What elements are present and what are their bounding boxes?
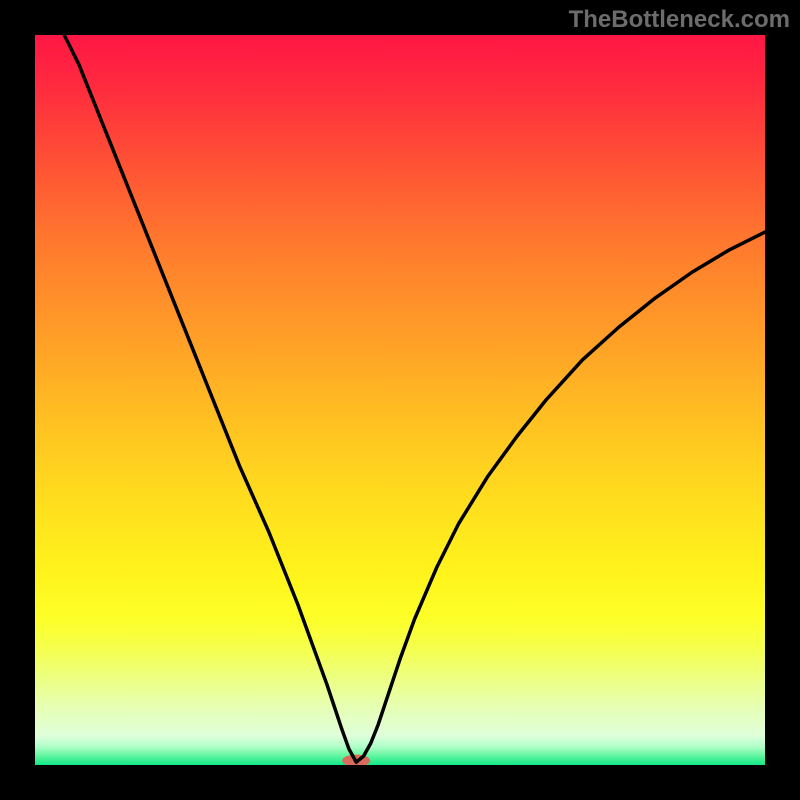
plot-area [35, 35, 765, 765]
chart-container: TheBottleneck.com [0, 0, 800, 800]
watermark-label: TheBottleneck.com [569, 6, 790, 34]
bottleneck-curve-chart [35, 35, 765, 765]
